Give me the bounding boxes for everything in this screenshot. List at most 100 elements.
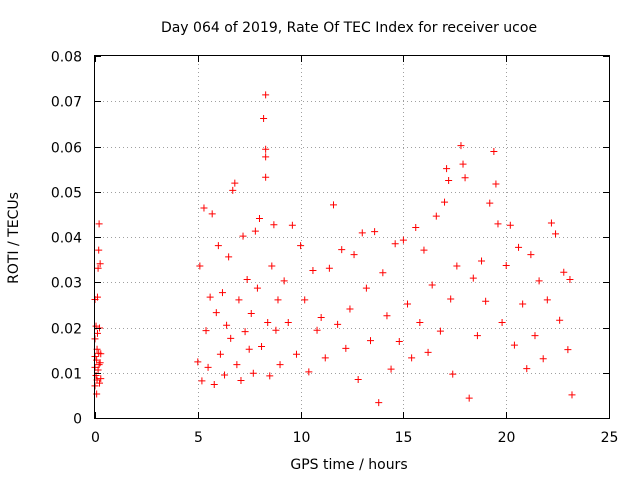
data-point bbox=[568, 391, 576, 399]
data-point bbox=[206, 293, 214, 301]
data-point bbox=[95, 246, 103, 254]
data-point bbox=[237, 376, 245, 384]
data-point bbox=[371, 228, 379, 236]
data-point bbox=[253, 284, 261, 292]
data-point bbox=[216, 350, 224, 358]
data-point bbox=[212, 309, 220, 317]
x-tick-label: 5 bbox=[194, 430, 203, 446]
data-point bbox=[391, 240, 399, 248]
data-point bbox=[96, 379, 104, 387]
data-point bbox=[531, 332, 539, 340]
data-point bbox=[210, 381, 218, 389]
data-point bbox=[547, 219, 555, 227]
data-point bbox=[473, 332, 481, 340]
data-point bbox=[436, 327, 444, 335]
data-point bbox=[416, 319, 424, 327]
data-point bbox=[506, 221, 514, 229]
data-point bbox=[204, 363, 212, 371]
data-point bbox=[258, 343, 266, 351]
data-point bbox=[229, 186, 237, 194]
data-point bbox=[478, 257, 486, 265]
data-point bbox=[367, 337, 375, 345]
data-point bbox=[459, 160, 467, 168]
data-point bbox=[317, 314, 325, 322]
data-point bbox=[301, 296, 309, 304]
data-point bbox=[235, 296, 243, 304]
data-point bbox=[469, 274, 477, 282]
data-point bbox=[379, 269, 387, 277]
data-point bbox=[221, 371, 229, 379]
data-point bbox=[338, 246, 346, 254]
data-point bbox=[274, 296, 282, 304]
data-point bbox=[443, 165, 451, 173]
data-point bbox=[428, 281, 436, 289]
data-point bbox=[492, 180, 500, 188]
y-tick-label: 0.06 bbox=[51, 141, 82, 157]
data-point bbox=[309, 266, 317, 274]
data-point bbox=[498, 319, 506, 327]
data-point bbox=[449, 370, 457, 378]
data-point bbox=[292, 350, 300, 358]
data-point bbox=[223, 321, 231, 329]
data-point bbox=[284, 319, 292, 327]
data-point bbox=[276, 361, 284, 369]
data-point bbox=[445, 176, 453, 184]
x-tick-labels: 0 5 10 15 20 25 bbox=[91, 430, 618, 446]
data-point bbox=[96, 324, 104, 332]
data-point bbox=[447, 295, 455, 303]
data-point bbox=[227, 334, 235, 342]
data-point bbox=[255, 214, 263, 222]
data-point bbox=[231, 179, 239, 187]
data-point bbox=[305, 368, 313, 376]
data-point bbox=[552, 230, 560, 238]
y-tick-label: 0.03 bbox=[51, 276, 82, 292]
data-point bbox=[297, 242, 305, 250]
data-point bbox=[362, 284, 370, 292]
data-points bbox=[91, 91, 576, 407]
data-point bbox=[208, 210, 216, 218]
data-point bbox=[494, 220, 502, 228]
data-point bbox=[515, 243, 523, 251]
data-point bbox=[325, 264, 333, 272]
data-point bbox=[535, 277, 543, 285]
data-point bbox=[95, 220, 103, 228]
data-point bbox=[543, 296, 551, 304]
data-point bbox=[196, 262, 204, 270]
data-point bbox=[280, 277, 288, 285]
data-point bbox=[383, 312, 391, 320]
data-point bbox=[412, 223, 420, 231]
data-point bbox=[404, 300, 412, 308]
data-point bbox=[453, 262, 461, 270]
data-point bbox=[245, 345, 253, 353]
data-point bbox=[358, 229, 366, 237]
data-point bbox=[243, 276, 251, 284]
data-point bbox=[262, 153, 270, 161]
x-tick-label: 20 bbox=[498, 430, 516, 446]
data-point bbox=[564, 346, 572, 354]
data-point bbox=[251, 227, 259, 235]
data-point bbox=[247, 309, 255, 317]
data-point bbox=[96, 260, 104, 268]
data-point bbox=[432, 212, 440, 220]
y-tick-label: 0.07 bbox=[51, 95, 82, 111]
data-point bbox=[566, 276, 574, 284]
data-point bbox=[262, 91, 270, 99]
data-point bbox=[233, 361, 241, 369]
data-point bbox=[93, 293, 101, 301]
data-point bbox=[200, 204, 208, 212]
data-point bbox=[270, 221, 278, 229]
data-point bbox=[321, 354, 329, 362]
data-point bbox=[329, 201, 337, 209]
data-point bbox=[399, 236, 407, 244]
data-point bbox=[523, 365, 531, 373]
data-point bbox=[342, 344, 350, 352]
data-point bbox=[375, 399, 383, 407]
data-point bbox=[95, 361, 103, 369]
data-point bbox=[556, 316, 564, 324]
data-point bbox=[260, 114, 268, 122]
data-point bbox=[262, 173, 270, 181]
data-point bbox=[97, 350, 105, 358]
data-point bbox=[490, 147, 498, 155]
data-point bbox=[334, 320, 342, 328]
